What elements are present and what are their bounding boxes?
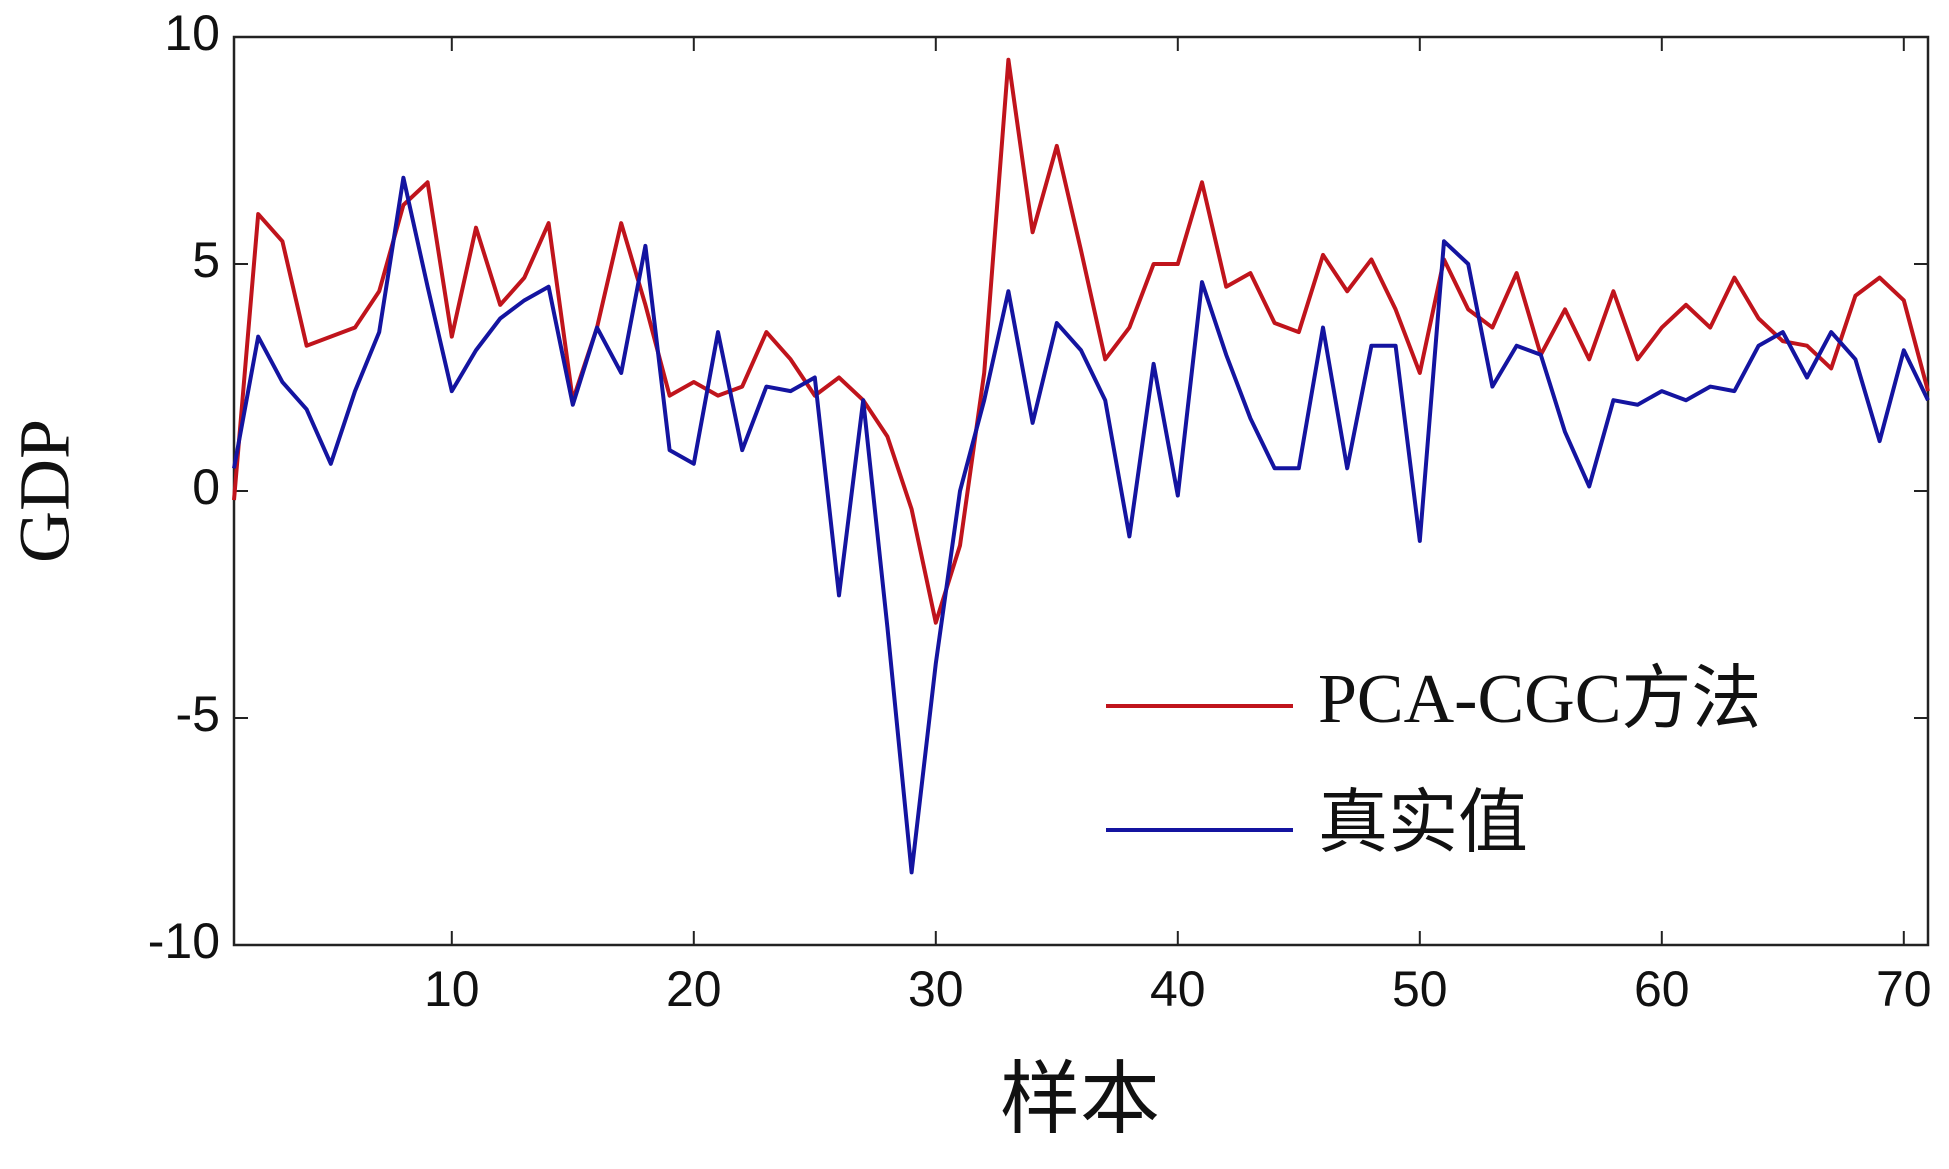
x-tick-label: 70 bbox=[1876, 961, 1932, 1017]
x-tick-label: 40 bbox=[1150, 961, 1206, 1017]
data-line bbox=[232, 175, 1930, 875]
y-tick-label: -5 bbox=[176, 686, 220, 742]
data-line bbox=[232, 57, 1930, 625]
x-tick-label: 20 bbox=[666, 961, 722, 1017]
legend-label: PCA-CGC方法 bbox=[1318, 661, 1761, 738]
x-tick-label: 60 bbox=[1634, 961, 1690, 1017]
x-axis-label: 样本 bbox=[1000, 1056, 1160, 1144]
x-tick-label: 30 bbox=[908, 961, 964, 1017]
plot-frame bbox=[232, 35, 1930, 947]
x-tick-label: 10 bbox=[424, 961, 480, 1017]
y-tick-label: 5 bbox=[192, 232, 220, 288]
y-tick-label: 0 bbox=[192, 459, 220, 515]
y-axis-label: GDP bbox=[5, 419, 85, 563]
y-tick-label: 10 bbox=[164, 5, 220, 61]
legend-label: 真实值 bbox=[1318, 785, 1528, 862]
y-tick-label: -10 bbox=[148, 913, 220, 969]
x-tick-label: 50 bbox=[1392, 961, 1448, 1017]
